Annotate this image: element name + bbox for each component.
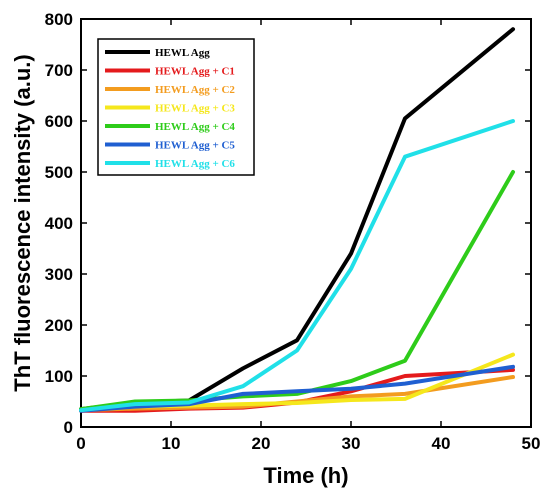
legend: HEWL Agg HEWL Agg + C1 HEWL Agg + C2 HEWL A… [97,38,255,176]
y-tick-label: 800 [45,10,73,29]
y-tick-label: 500 [45,163,73,182]
x-tick-label: 40 [432,434,451,453]
legend-label-6: HEWL Agg + C5 [155,140,235,152]
legend-label-1: HEWL Agg [155,47,210,59]
series-layer [79,27,515,413]
y-tick-label: 100 [45,367,73,386]
y-tick-label: 0 [64,418,73,437]
legend-label-3: HEWL Agg + C2 [155,84,235,96]
x-tick-label: 0 [76,434,85,453]
x-tick-label: 50 [522,434,541,453]
legend-label-5: HEWL Agg + C4 [155,121,235,133]
series-line-7 [79,119,515,413]
y-tick-label: 600 [45,112,73,131]
legend-label-7: HEWL Agg + C6 [155,158,235,170]
x-tick-label: 20 [252,434,271,453]
legend-label-2: HEWL Agg + C1 [155,66,235,78]
y-tick-label: 700 [45,61,73,80]
x-axis-title: Time (h) [263,463,348,488]
x-tick-label: 10 [162,434,181,453]
series-line-6 [79,364,515,413]
legend-label-4: HEWL Agg + C3 [155,103,235,115]
y-tick-label: 400 [45,214,73,233]
series-line-5 [79,170,515,412]
y-tick-label: 200 [45,316,73,335]
x-tick-label: 30 [342,434,361,453]
y-tick-label: 300 [45,265,73,284]
y-axis-title: ThT fluorescence intensity (a.u.) [10,54,35,391]
